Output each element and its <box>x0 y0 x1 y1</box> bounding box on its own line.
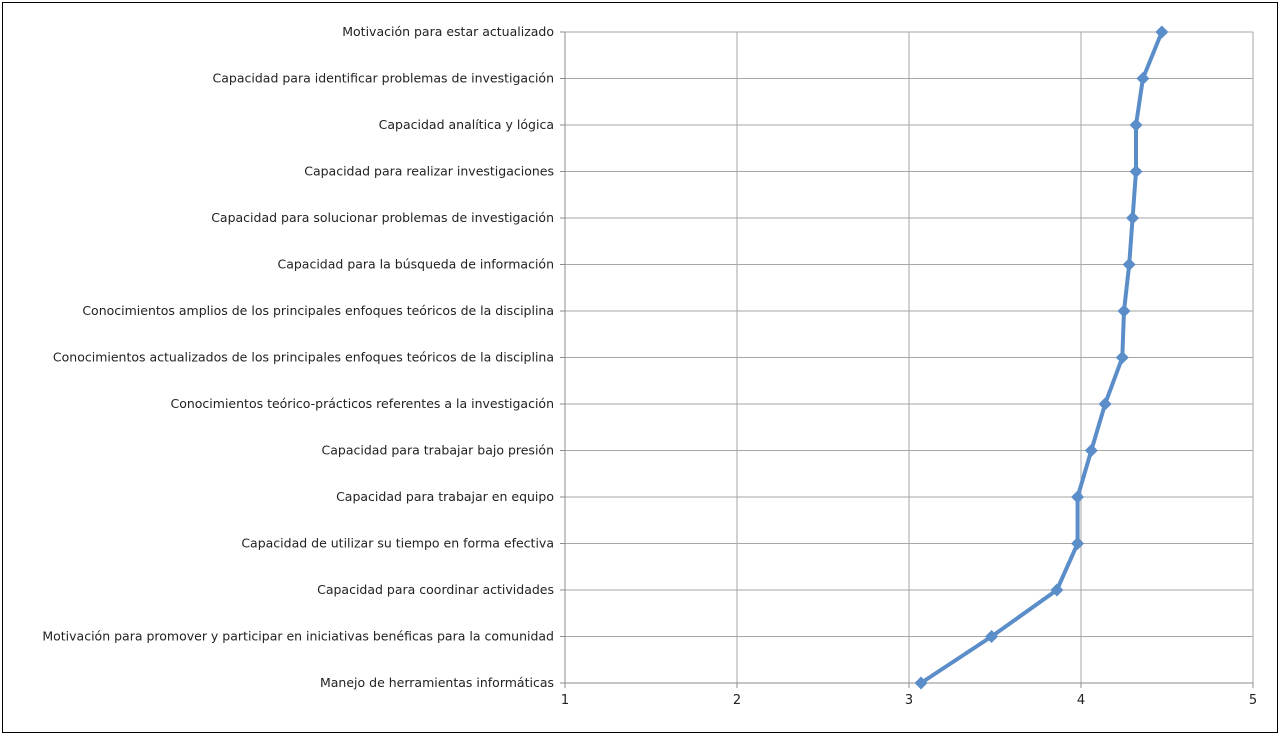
category-label: Capacidad para trabajar bajo presión <box>322 443 554 458</box>
data-point-diamond <box>1129 165 1143 178</box>
axes <box>560 31 1254 688</box>
x-tick-label: 5 <box>1249 693 1257 708</box>
x-tick-labels: 1 2 3 4 5 <box>561 693 1257 708</box>
data-point-diamond <box>1122 258 1136 271</box>
category-label: Conocimientos actualizados de los princi… <box>53 350 554 365</box>
data-point-diamond <box>1126 211 1140 225</box>
category-label: Capacidad para realizar investigaciones <box>304 164 554 179</box>
category-label: Capacidad para identificar problemas de … <box>213 71 554 86</box>
data-point-diamond <box>914 676 928 690</box>
line-chart: Motivación para estar actualizado Capacid… <box>42 24 1257 708</box>
gridlines <box>564 31 1254 684</box>
category-label: Capacidad para coordinar actividades <box>317 582 554 597</box>
x-tick-label: 3 <box>905 693 913 708</box>
category-label: Capacidad de utilizar su tiempo en forma… <box>241 536 554 551</box>
category-label: Conocimientos teórico-prácticos referent… <box>170 396 554 411</box>
category-label: Capacidad para solucionar problemas de i… <box>211 210 554 225</box>
category-label: Manejo de herramientas informáticas <box>320 675 554 690</box>
data-point-diamond <box>1071 537 1085 550</box>
category-labels: Motivación para estar actualizado Capacid… <box>42 24 554 690</box>
data-point-diamond <box>1136 72 1150 85</box>
data-point-diamond <box>1117 304 1131 318</box>
data-markers <box>914 25 1169 690</box>
category-label: Motivación para promover y participar en… <box>42 629 554 644</box>
category-label: Conocimientos amplios de los principales… <box>82 303 554 318</box>
x-tick-label: 2 <box>733 693 741 708</box>
data-point-diamond <box>985 630 999 643</box>
category-label: Capacidad analítica y lógica <box>379 117 554 132</box>
data-point-diamond <box>1050 583 1064 597</box>
data-point-diamond <box>1071 490 1085 504</box>
data-point-diamond <box>1115 351 1129 364</box>
category-label: Capacidad para la búsqueda de informació… <box>277 257 554 272</box>
x-tick-label: 4 <box>1077 693 1085 708</box>
category-label: Motivación para estar actualizado <box>342 24 554 39</box>
data-point-diamond <box>1155 25 1169 39</box>
data-point-diamond <box>1129 118 1143 132</box>
category-label: Capacidad para trabajar en equipo <box>336 489 554 504</box>
x-tick-label: 1 <box>561 693 569 708</box>
data-point-diamond <box>1084 444 1098 457</box>
data-point-diamond <box>1098 397 1112 411</box>
